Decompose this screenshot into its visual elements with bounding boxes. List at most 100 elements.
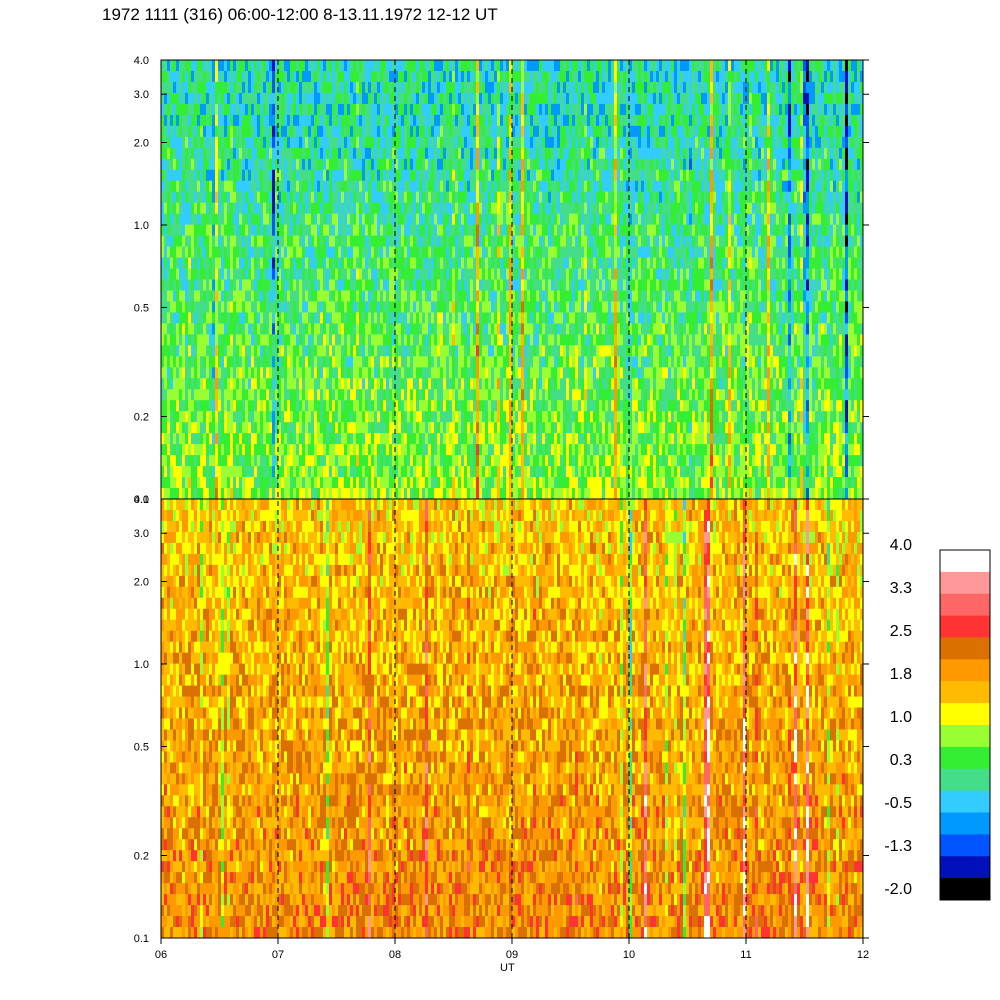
spectrogram-cell (341, 367, 345, 379)
spectrogram-cell (422, 180, 426, 193)
spectrogram-cell (224, 136, 228, 149)
spectrogram-cell (332, 224, 336, 237)
spectrogram-cell (443, 323, 447, 335)
spectrogram-cell (170, 345, 174, 357)
spectrogram-cell (227, 323, 231, 335)
spectrogram-cell (269, 125, 273, 138)
spectrogram-cell (278, 323, 282, 335)
spectrogram-cell (404, 433, 408, 445)
spectrogram-cell (500, 81, 504, 94)
spectrogram-cell (485, 301, 489, 313)
spectrogram-cell (332, 257, 336, 269)
spectrogram-cell (476, 411, 480, 423)
spectrogram-cell (425, 345, 429, 357)
spectrogram-cell (446, 235, 450, 247)
spectrogram-cell (521, 356, 525, 368)
spectrogram-cell (260, 235, 264, 247)
spectrogram-cell (350, 455, 354, 467)
spectrogram-cell (323, 345, 327, 357)
spectrogram-cell (458, 290, 462, 302)
spectrogram-cell (440, 411, 444, 423)
spectrogram-cell (251, 367, 255, 379)
spectrogram-cell (512, 213, 516, 226)
spectrogram-cell (164, 70, 168, 83)
spectrogram-cell (524, 213, 528, 226)
spectrogram-cell (239, 103, 243, 116)
spectrogram-cell (263, 411, 267, 423)
spectrogram-cell (164, 290, 168, 302)
spectrogram-cell (176, 136, 180, 149)
spectrogram-cell (203, 81, 207, 94)
spectrogram-cell (491, 191, 495, 204)
spectrogram-cell (239, 180, 243, 193)
spectrogram-cell (296, 257, 300, 269)
spectrogram-cell (350, 466, 354, 478)
spectrogram-cell (428, 367, 432, 379)
spectrogram-cell (212, 279, 216, 291)
spectrogram-cell (494, 147, 498, 160)
spectrogram-cell (230, 389, 234, 401)
spectrogram-cell (311, 378, 315, 390)
spectrogram-cell (374, 444, 378, 456)
spectrogram-cell (287, 169, 291, 182)
spectrogram-cell (446, 60, 450, 72)
spectrogram-cell (392, 356, 396, 368)
spectrogram-cell (521, 466, 525, 478)
spectrogram-cell (470, 180, 474, 193)
spectrogram-cell (341, 169, 345, 182)
spectrogram-cell (410, 246, 414, 258)
spectrogram-cell (383, 103, 387, 116)
spectrogram-cell (452, 125, 456, 138)
spectrogram-cell (485, 103, 489, 116)
spectrogram-cell (266, 125, 270, 138)
spectrogram-cell (203, 213, 207, 226)
spectrogram-cell (347, 433, 351, 445)
spectrogram-cell (485, 70, 489, 83)
spectrogram-cell (209, 224, 213, 237)
spectrogram-cell (326, 334, 330, 346)
spectrogram-cell (233, 246, 237, 258)
spectrogram-cell (401, 334, 405, 346)
spectrogram-cell (398, 235, 402, 247)
spectrogram-cell (194, 279, 198, 291)
spectrogram-cell (287, 411, 291, 423)
spectrogram-cell (497, 488, 501, 499)
spectrogram-cell (416, 147, 420, 160)
spectrogram-cell (251, 455, 255, 467)
spectrogram-cell (182, 444, 186, 456)
spectrogram-cell (377, 378, 381, 390)
spectrogram-cell (440, 158, 444, 171)
spectrogram-cell (203, 312, 207, 324)
spectrogram-cell (482, 488, 486, 499)
spectrogram-cell (281, 312, 285, 324)
spectrogram-cell (305, 345, 309, 357)
spectrogram-cell (527, 444, 531, 456)
spectrogram-cell (389, 279, 393, 291)
spectrogram-cell (311, 169, 315, 182)
spectrogram-cell (491, 466, 495, 478)
spectrogram-cell (413, 224, 417, 237)
spectrogram-cell (353, 180, 357, 193)
spectrogram-cell (383, 455, 387, 467)
spectrogram-cell (320, 136, 324, 149)
spectrogram-cell (494, 312, 498, 324)
spectrogram-cell (416, 202, 420, 215)
spectrogram-cell (503, 103, 507, 116)
spectrogram-cell (218, 378, 222, 390)
spectrogram-cell (479, 70, 483, 83)
spectrogram-cell (182, 268, 186, 280)
spectrogram-cell (443, 60, 447, 72)
spectrogram-cell (239, 191, 243, 204)
spectrogram-cell (458, 312, 462, 324)
spectrogram-cell (446, 103, 450, 116)
spectrogram-cell (530, 389, 534, 401)
spectrogram-cell (326, 389, 330, 401)
spectrogram-cell (350, 345, 354, 357)
spectrogram-cell (332, 268, 336, 280)
spectrogram-cell (368, 147, 372, 160)
spectrogram-cell (320, 169, 324, 182)
spectrogram-cell (266, 422, 270, 434)
spectrogram-cell (482, 169, 486, 182)
spectrogram-cell (263, 213, 267, 226)
spectrogram-cell (515, 444, 519, 456)
